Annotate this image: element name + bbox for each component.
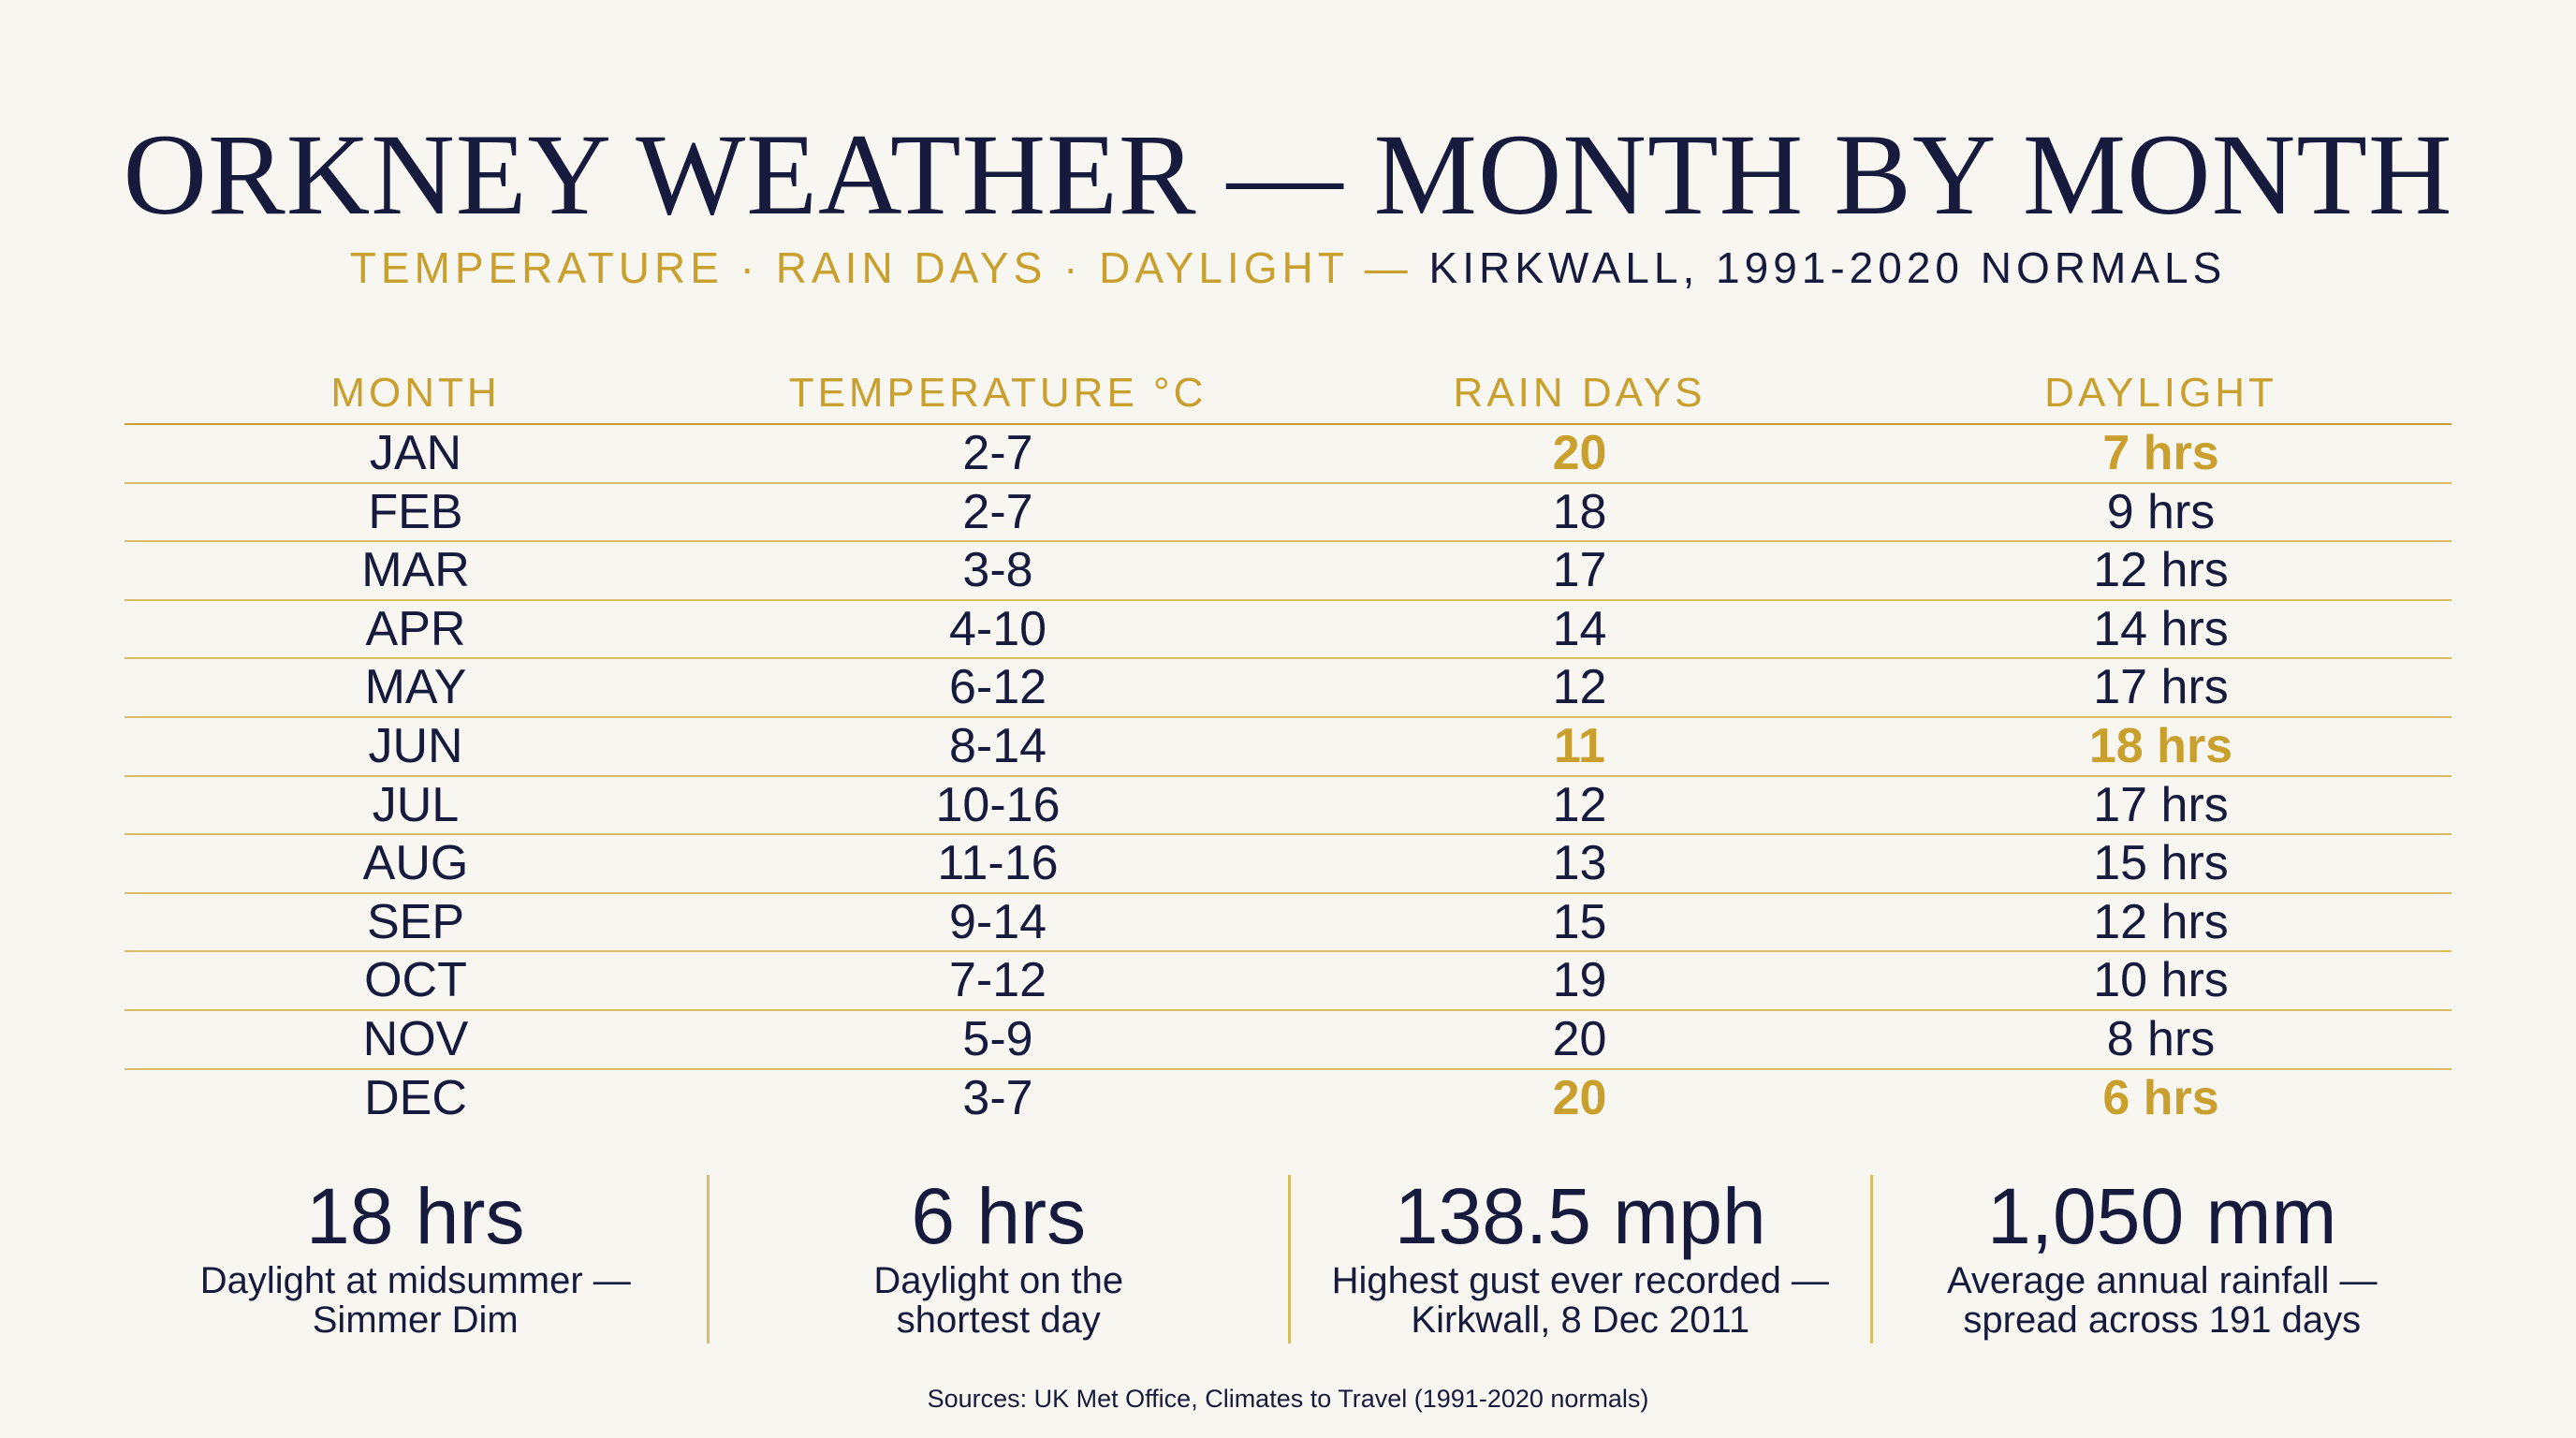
table-row: FEB 2-7 18 9 hrs xyxy=(124,484,2452,543)
subtitle-location: KIRKWALL, 1991-2020 NORMALS xyxy=(1428,243,2227,292)
cell-rain-days: 20 xyxy=(1552,1011,1607,1066)
cell-temperature: 2-7 xyxy=(962,484,1033,539)
cell-daylight: 15 hrs xyxy=(2093,836,2229,891)
stat-caption-line: Simmer Dim xyxy=(312,1299,519,1341)
weather-table: MONTH TEMPERATURE °C RAIN DAYS DAYLIGHT … xyxy=(124,363,2452,1128)
stat-caption-line: spread across 191 days xyxy=(1963,1299,2362,1341)
cell-daylight: 18 hrs xyxy=(2088,718,2233,773)
sources-footnote: Sources: UK Met Office, Climates to Trav… xyxy=(927,1385,1649,1413)
table-row: AUG 11-16 13 15 hrs xyxy=(124,835,2452,894)
cell-temperature: 7-12 xyxy=(948,953,1047,1008)
stat-value: 138.5 mph xyxy=(1394,1172,1766,1260)
column-header-daylight: DAYLIGHT xyxy=(2044,370,2277,416)
cell-daylight: 7 hrs xyxy=(2102,426,2219,480)
cell-temperature: 3-7 xyxy=(962,1070,1033,1125)
cell-month: MAR xyxy=(361,543,470,598)
stat-midsummer-daylight: 18 hrs Daylight at midsummer — Simmer Di… xyxy=(124,1172,707,1343)
cell-daylight: 14 hrs xyxy=(2093,601,2229,656)
cell-month: NOV xyxy=(362,1011,469,1066)
stat-annual-rainfall: 1,050 mm Average annual rainfall — sprea… xyxy=(1869,1172,2452,1343)
cell-month: APR xyxy=(365,601,466,656)
cell-rain-days: 17 xyxy=(1552,543,1607,598)
cell-rain-days: 12 xyxy=(1552,660,1607,715)
cell-temperature: 4-10 xyxy=(948,601,1047,656)
cell-rain-days: 15 xyxy=(1552,894,1607,949)
cell-month: JAN xyxy=(369,426,462,480)
cell-daylight: 17 hrs xyxy=(2093,777,2229,832)
cell-daylight: 8 hrs xyxy=(2106,1011,2216,1066)
table-row: MAR 3-8 17 12 hrs xyxy=(124,542,2452,601)
cell-month: SEP xyxy=(366,894,465,949)
table-row: NOV 5-9 20 8 hrs xyxy=(124,1011,2452,1070)
cell-rain-days: 13 xyxy=(1552,836,1607,891)
cell-rain-days: 18 xyxy=(1552,484,1607,539)
cell-daylight: 12 hrs xyxy=(2093,543,2229,598)
table-row: SEP 9-14 15 12 hrs xyxy=(124,894,2452,953)
cell-month: JUL xyxy=(372,777,460,832)
stat-caption-line: Daylight at midsummer — xyxy=(199,1260,631,1301)
cell-daylight: 9 hrs xyxy=(2106,484,2216,539)
key-stats: 18 hrs Daylight at midsummer — Simmer Di… xyxy=(124,1172,2452,1343)
table-header: MONTH TEMPERATURE °C RAIN DAYS DAYLIGHT xyxy=(124,363,2452,425)
column-header-month: MONTH xyxy=(330,370,501,416)
table-row: OCT 7-12 19 10 hrs xyxy=(124,952,2452,1011)
cell-temperature: 2-7 xyxy=(962,426,1033,480)
cell-month: AUG xyxy=(362,836,469,891)
table-row: DEC 3-7 20 6 hrs xyxy=(124,1070,2452,1129)
table-row: JUL 10-16 12 17 hrs xyxy=(124,777,2452,836)
stat-caption-line: shortest day xyxy=(896,1299,1101,1341)
page-title: ORKNEY WEATHER — MONTH BY MONTH xyxy=(123,110,2453,239)
cell-rain-days: 19 xyxy=(1552,953,1607,1008)
stat-caption-line: Kirkwall, 8 Dec 2011 xyxy=(1411,1299,1750,1341)
subtitle-metrics: TEMPERATURE · RAIN DAYS · DAYLIGHT — xyxy=(349,243,1412,292)
cell-rain-days: 14 xyxy=(1552,601,1607,656)
cell-rain-days: 12 xyxy=(1552,777,1607,832)
cell-daylight: 17 hrs xyxy=(2093,660,2229,715)
column-header-rain-days: RAIN DAYS xyxy=(1453,370,1706,416)
cell-rain-days: 11 xyxy=(1554,718,1605,773)
stat-caption-line: Daylight on the xyxy=(873,1260,1124,1301)
cell-daylight: 10 hrs xyxy=(2093,953,2229,1008)
stat-value: 1,050 mm xyxy=(1987,1172,2337,1260)
table-row: MAY 6-12 12 17 hrs xyxy=(124,659,2452,718)
stat-value: 18 hrs xyxy=(306,1172,525,1260)
cell-daylight: 6 hrs xyxy=(2102,1070,2219,1125)
cell-temperature: 8-14 xyxy=(948,718,1047,773)
cell-month: MAY xyxy=(364,660,467,715)
stat-shortest-day: 6 hrs Daylight on the shortest day xyxy=(706,1172,1289,1343)
page-subtitle: TEMPERATURE · RAIN DAYS · DAYLIGHT — KIR… xyxy=(0,240,2576,296)
cell-temperature: 11-16 xyxy=(937,836,1059,891)
stat-highest-gust: 138.5 mph Highest gust ever recorded — K… xyxy=(1288,1172,1870,1343)
cell-daylight: 12 hrs xyxy=(2093,894,2229,949)
column-header-temperature: TEMPERATURE °C xyxy=(788,370,1208,416)
stat-value: 6 hrs xyxy=(911,1172,1087,1260)
cell-temperature: 6-12 xyxy=(948,660,1047,715)
table-row: JAN 2-7 20 7 hrs xyxy=(124,425,2452,484)
cell-rain-days: 20 xyxy=(1552,1070,1607,1125)
cell-temperature: 5-9 xyxy=(962,1011,1033,1066)
cell-rain-days: 20 xyxy=(1552,426,1607,480)
table-row: JUN 8-14 11 18 hrs xyxy=(124,718,2452,777)
cell-month: FEB xyxy=(368,484,463,539)
cell-month: JUN xyxy=(368,718,463,773)
cell-month: DEC xyxy=(364,1070,467,1125)
cell-temperature: 9-14 xyxy=(948,894,1047,949)
cell-temperature: 10-16 xyxy=(935,777,1061,832)
table-row: APR 4-10 14 14 hrs xyxy=(124,601,2452,660)
stat-caption-line: Average annual rainfall — xyxy=(1946,1260,2378,1301)
table-body: JAN 2-7 20 7 hrs FEB 2-7 18 9 hrs MAR 3-8 17 12 hrs… xyxy=(124,425,2452,1128)
cell-temperature: 3-8 xyxy=(962,543,1033,598)
stat-caption-line: Highest gust ever recorded — xyxy=(1331,1260,1829,1301)
cell-month: OCT xyxy=(364,953,467,1008)
